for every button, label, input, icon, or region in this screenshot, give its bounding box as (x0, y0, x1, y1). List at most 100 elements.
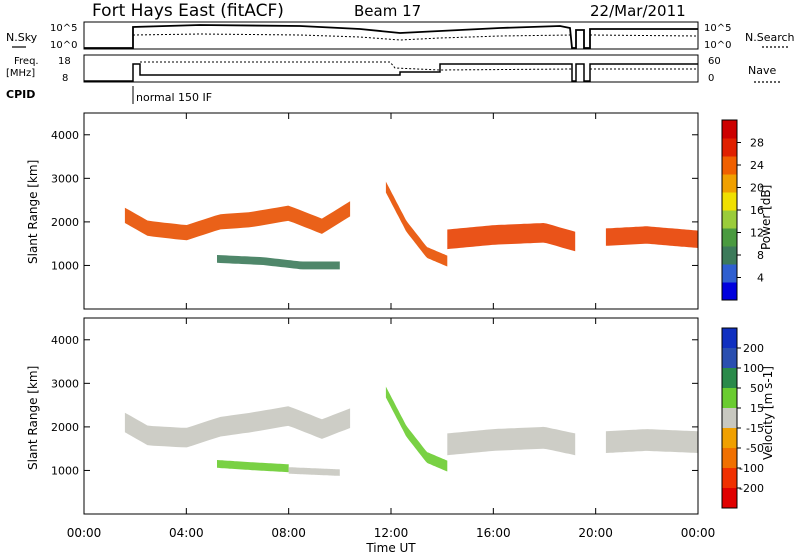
velocity-colorbar: 200 100 50 15 -15 -50 -100 -200 (721, 327, 764, 509)
colorbar-segment (722, 228, 737, 247)
echo-band-1 (217, 255, 340, 270)
colorbar-tick-label: 200 (743, 342, 764, 355)
x-tick-label: 00:00 (681, 526, 716, 540)
colorbar-frame (721, 327, 738, 509)
power-colorbar: 4 8 12 16 20 24 28 (721, 119, 764, 301)
colorbar-segment (722, 348, 737, 369)
y-tick-label: 4000 (51, 129, 79, 142)
x-tick-label: 20:00 (578, 526, 613, 540)
nsearch-label: N.Search (745, 31, 795, 44)
colorbar-segment (722, 120, 737, 139)
colorbar-tick-label: -15 (746, 422, 764, 435)
y-tick-label: 3000 (51, 377, 79, 390)
power-data-field (124, 181, 698, 270)
echo-band-4 (605, 226, 698, 248)
freq-trace (84, 63, 698, 82)
colorbar-segment (722, 246, 737, 265)
velocity-panel-frame (83, 317, 699, 515)
echo-band-4 (447, 426, 576, 456)
x-tick-label: 08:00 (271, 526, 306, 540)
velocity-y-axis: 1000 2000 3000 4000 (51, 334, 698, 477)
nsearch-trace (132, 33, 699, 41)
echo-band-1 (217, 460, 289, 473)
colorbar-tick-label: 4 (757, 272, 764, 285)
colorbar-segment (722, 282, 737, 301)
nave-tick-top: 60 (708, 56, 721, 67)
time-x-axis: 00:00 04:00 08:00 12:00 16:00 20:00 00:00 (67, 113, 716, 540)
y-tick-label: 4000 (51, 334, 79, 347)
colorbar-tick-label: 15 (750, 402, 764, 415)
date-label: 22/Mar/2011 (590, 2, 686, 20)
colorbar-segment (722, 428, 737, 449)
x-tick-label: 04:00 (169, 526, 204, 540)
colorbar-segment (722, 368, 737, 389)
cpid-mode: normal 150 IF (136, 91, 212, 104)
freq-panel-frame (83, 54, 699, 83)
colorbar-tick-label: 24 (750, 159, 764, 172)
nsky-tick-top: 10^5 (50, 23, 77, 34)
colorbar-tick-label: -100 (739, 462, 764, 475)
y-tick-label: 3000 (51, 172, 79, 185)
echo-band-3 (385, 386, 448, 472)
colorbar-segment (722, 156, 737, 175)
nave-trace (140, 61, 698, 71)
x-tick-label: 00:00 (67, 526, 102, 540)
freq-label-line1: Freq. (14, 56, 39, 67)
colorbar-segment (722, 328, 737, 349)
beam-label: Beam 17 (354, 2, 421, 20)
plot-title: Fort Hays East (fitACF) (92, 1, 284, 21)
colorbar-tick-label: 8 (757, 249, 764, 262)
colorbar-tick-label: 16 (750, 204, 764, 217)
nsky-label: N.Sky (6, 31, 38, 44)
colorbar-segment (722, 388, 737, 409)
power-y-axis: 1000 2000 3000 4000 (51, 129, 698, 272)
echo-band-0 (124, 406, 351, 448)
nsearch-tick-top: 10^5 (704, 23, 731, 34)
colorbar-tick-label: -200 (739, 482, 764, 495)
cpid-label: CPID (6, 88, 35, 101)
echo-band-5 (605, 429, 698, 453)
power-y-axis-label: Slant Range [km] (26, 160, 40, 264)
colorbar-tick-label: -50 (746, 442, 764, 455)
freq-label-line2: [MHz] (6, 68, 35, 79)
colorbar-segment (722, 192, 737, 211)
x-tick-label: 12:00 (374, 526, 409, 540)
colorbar-tick-label: 50 (750, 382, 764, 395)
x-axis-label: Time UT (365, 541, 416, 554)
colorbar-tick-label: 100 (743, 362, 764, 375)
x-tick-label: 16:00 (476, 526, 511, 540)
colorbar-segment (722, 448, 737, 469)
nsky-trace (84, 24, 698, 49)
velocity-y-axis-label: Slant Range [km] (26, 366, 40, 470)
freq-tick-top: 18 (58, 56, 71, 67)
freq-tick-bottom: 8 (62, 73, 68, 84)
colorbar-tick-label: 28 (750, 137, 764, 150)
y-tick-label: 2000 (51, 216, 79, 229)
nsearch-tick-bottom: 10^0 (704, 40, 731, 51)
velocity-data-field (124, 386, 698, 476)
colorbar-tick-label: 20 (750, 182, 764, 195)
colorbar-segment (722, 264, 737, 283)
nave-tick-bottom: 0 (708, 73, 714, 84)
power-colorbar-label: Power [dB] (759, 185, 773, 250)
echo-band-2 (288, 467, 340, 476)
power-panel-frame (83, 112, 699, 310)
nsky-tick-bottom: 10^0 (50, 40, 77, 51)
colorbar-segment (722, 408, 737, 429)
colorbar-tick-label: 12 (750, 227, 764, 240)
colorbar-segment (722, 138, 737, 157)
echo-band-2 (385, 181, 448, 267)
echo-band-3 (447, 223, 576, 252)
echo-band-0 (124, 201, 351, 241)
y-tick-label: 1000 (51, 464, 79, 477)
velocity-colorbar-label: Velocity [m s-1] (761, 366, 775, 460)
y-tick-label: 1000 (51, 259, 79, 272)
colorbar-segment (722, 488, 737, 509)
colorbar-segment (722, 210, 737, 229)
colorbar-segment (722, 174, 737, 193)
nave-label: Nave (748, 64, 776, 77)
y-tick-label: 2000 (51, 421, 79, 434)
colorbar-segment (722, 468, 737, 489)
